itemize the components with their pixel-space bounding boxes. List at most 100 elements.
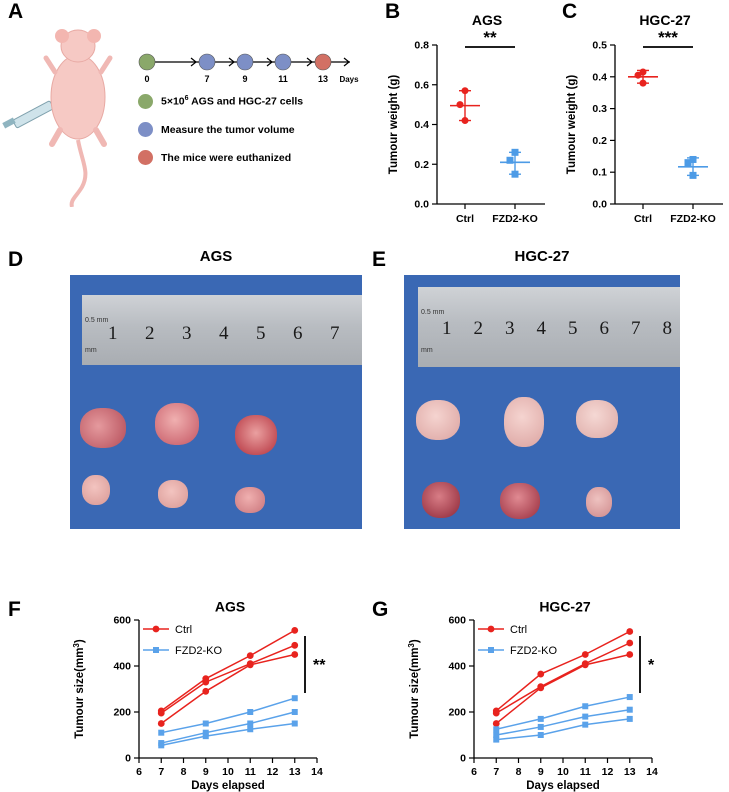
- legend-marker-FZD2-KO: [488, 647, 494, 653]
- data-point-Ctrl: [291, 626, 299, 634]
- panel-label-e: E: [372, 248, 387, 271]
- legend-dot-euthanized: [138, 150, 153, 165]
- x-tick-label: 6: [136, 766, 142, 778]
- photo-d-ags-tumors: 0.5 mm mm 1 2 3 4 5 6 7: [70, 275, 362, 529]
- series-line-FZD2-KO: [161, 697, 295, 734]
- series-line-Ctrl: [160, 629, 296, 712]
- data-point-Ctrl: [492, 709, 500, 717]
- data-point-FZD2-KO: [202, 729, 209, 736]
- ruler-number: 3: [505, 318, 515, 339]
- legend-marker-Ctrl: [487, 625, 495, 633]
- mouse-injection-illustration: [2, 29, 113, 207]
- panel-label-d: D: [8, 248, 24, 271]
- legend-measure: Measure the tumor volume: [138, 122, 295, 137]
- data-point-Ctrl: [639, 68, 647, 76]
- y-axis-label: Tumour size(mm3): [407, 639, 422, 739]
- data-point-Ctrl: [537, 684, 545, 692]
- y-tick-label: 0.0: [592, 199, 607, 211]
- data-point-Ctrl: [634, 71, 642, 79]
- x-tick-label: 8: [516, 766, 522, 778]
- data-point-FZD2-KO: [511, 170, 519, 178]
- x-tick-label: FZD2-KO: [670, 213, 716, 225]
- significance-stars: ***: [658, 28, 678, 47]
- timeline-dot-day-9: [236, 53, 254, 71]
- timeline-arrow: [190, 57, 197, 67]
- data-point-Ctrl: [202, 687, 210, 695]
- data-point-Ctrl: [456, 101, 464, 109]
- tumor-d-ctrl-2: [155, 403, 199, 445]
- ruler-d: 0.5 mm mm 1 2 3 4 5 6 7: [82, 295, 362, 365]
- tumor-d-ko-3: [235, 487, 265, 513]
- legend-measure-text: Measure the tumor volume: [161, 123, 295, 136]
- series-line-FZD2-KO: [496, 696, 630, 730]
- x-tick-label: 12: [267, 766, 279, 778]
- x-tick-label: 7: [493, 766, 499, 778]
- ruler-number: 2: [145, 323, 155, 344]
- data-point-Ctrl: [626, 651, 634, 658]
- ruler-d-mm-label-2: mm: [85, 347, 97, 354]
- photo-d-title: AGS: [199, 248, 233, 265]
- data-point-Ctrl: [492, 720, 500, 727]
- data-point-FZD2-KO: [158, 729, 165, 736]
- tumor-e-ko-3: [586, 487, 612, 517]
- syringe-icon: [2, 93, 69, 129]
- data-point-Ctrl: [626, 639, 634, 647]
- photo-e-title: HGC-27: [514, 248, 570, 265]
- tumor-e-ctrl-2: [504, 397, 544, 447]
- chart-c-hgc27-weight: HGC-27 0.0 0.1 0.2 0.3 0.4 0.5 Ctrl FZD2-KO Tumou…: [566, 12, 723, 225]
- y-tick-label: 0.6: [414, 79, 429, 91]
- tumor-d-ctrl-1: [80, 408, 126, 448]
- chart-g-hgc27-growth: HGC-27 0 200 400 600 6 7 8 9 10 11 12 13 14 Days elaps…: [407, 600, 658, 792]
- series-line-Ctrl: [495, 653, 630, 725]
- significance-stars: **: [483, 28, 497, 47]
- y-tick-label: 200: [448, 707, 466, 719]
- y-tick-label: 400: [113, 661, 131, 673]
- x-tick-label: 10: [557, 766, 569, 778]
- timeline-arrow: [266, 57, 273, 67]
- mouse-tail: [69, 139, 88, 207]
- data-point-Ctrl: [626, 628, 634, 635]
- legend-label-Ctrl: Ctrl: [510, 624, 527, 636]
- timeline-arrow: [228, 57, 235, 67]
- chart-title: AGS: [215, 600, 245, 615]
- y-axis-label: Tumour weight (g): [566, 75, 578, 175]
- data-point-FZD2-KO: [626, 706, 633, 713]
- y-tick-label: 0.2: [414, 159, 429, 171]
- y-axis-label: Tumour weight (g): [388, 75, 400, 175]
- series-line-FZD2-KO: [496, 718, 630, 741]
- x-tick-label: 6: [471, 766, 477, 778]
- panel-label-b: B: [385, 0, 401, 23]
- ruler-number: 2: [473, 318, 484, 339]
- data-point-FZD2-KO: [493, 732, 500, 738]
- legend-dot-measure: [138, 122, 153, 137]
- ruler-number: 7: [330, 323, 340, 344]
- ruler-number: 6: [599, 318, 610, 339]
- y-tick-label: 0.4: [414, 119, 429, 131]
- y-tick-label: 600: [113, 615, 131, 627]
- x-tick-label: 10: [222, 766, 234, 778]
- tumor-e-ctrl-1: [416, 400, 460, 440]
- y-tick-label: 0: [125, 753, 131, 765]
- panel-label-g: G: [372, 598, 389, 621]
- legend-marker-FZD2-KO: [153, 647, 159, 653]
- chart-title: HGC-27: [639, 12, 691, 28]
- x-tick-label: 11: [245, 766, 256, 778]
- series-line-Ctrl: [160, 644, 296, 714]
- legend-dot-injection: [138, 94, 153, 109]
- x-tick-label: 13: [289, 766, 301, 778]
- y-axis-label: Tumour size(mm3): [72, 639, 87, 739]
- data-point-FZD2-KO: [684, 159, 692, 167]
- data-point-FZD2-KO: [158, 742, 165, 749]
- ruler-e-mm-label: 0.5 mm: [421, 309, 445, 316]
- ruler-number: 5: [256, 323, 266, 344]
- chart-b-ags-weight: AGS 0.0 0.2 0.4 0.6 0.8 Ctrl FZD2-KO Tumour weig…: [388, 12, 545, 225]
- x-tick-label: 9: [538, 766, 544, 778]
- panel-label-c: C: [562, 0, 578, 23]
- x-tick-label: 11: [580, 766, 591, 778]
- legend-marker-Ctrl: [152, 625, 160, 633]
- data-point-Ctrl: [461, 87, 469, 95]
- significance-stars: **: [313, 657, 326, 674]
- series-line-Ctrl: [495, 642, 631, 714]
